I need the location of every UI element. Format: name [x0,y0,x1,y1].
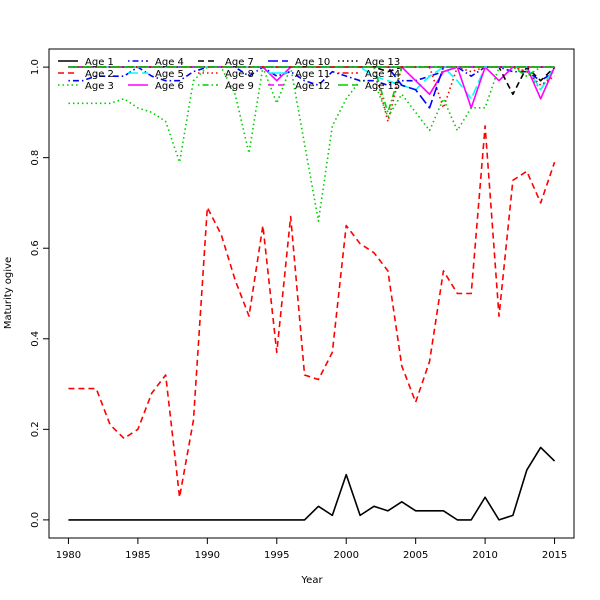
legend-label-age-14: Age 14 [365,69,400,80]
legend-label-age-5: Age 5 [155,69,184,80]
series-line-age-2 [68,125,556,499]
y-tick-label: 0.0 [30,512,41,528]
y-tick-label: 0.4 [30,331,41,347]
x-tick-label: 2005 [403,550,428,561]
legend-label-age-9: Age 9 [225,81,254,92]
series-line-age-4 [68,66,555,87]
x-tick-label: 2000 [333,550,358,561]
x-tick-label: 2010 [472,550,497,561]
legend-label-age-3: Age 3 [85,81,114,92]
x-tick-label: 1980 [56,550,81,561]
legend-label-age-4: Age 4 [155,57,184,68]
x-tick-label: 1995 [264,550,289,561]
legend-label-age-2: Age 2 [85,69,114,80]
y-axis: 0.0 0.2 0.4 0.6 0.8 1.0 [30,59,50,528]
legend-label-age-13: Age 13 [365,57,400,68]
legend-label-age-11: Age 11 [295,69,330,80]
y-tick-label: 1.0 [30,59,41,75]
legend-label-age-7: Age 7 [225,57,254,68]
y-tick-label: 0.6 [30,240,41,256]
x-axis: 1980 1985 1990 1995 2000 2005 2010 2015 [56,537,567,561]
series-layer [68,66,556,521]
legend-label-age-15: Age 15 [365,81,400,92]
x-axis-title: Year [300,575,323,586]
y-tick-label: 0.2 [30,421,41,437]
x-tick-label: 2015 [542,550,567,561]
x-tick-label: 1985 [125,550,150,561]
series-line-age-1 [68,446,556,521]
y-tick-label: 0.8 [30,150,41,166]
legend-label-age-12: Age 12 [295,81,330,92]
legend-label-age-10: Age 10 [295,57,330,68]
legend-label-age-1: Age 1 [85,57,114,68]
legend-label-age-6: Age 6 [155,81,184,92]
legend-label-age-8: Age 8 [225,69,254,80]
x-tick-label: 1990 [195,550,220,561]
y-axis-title: Maturity ogive [3,257,14,329]
